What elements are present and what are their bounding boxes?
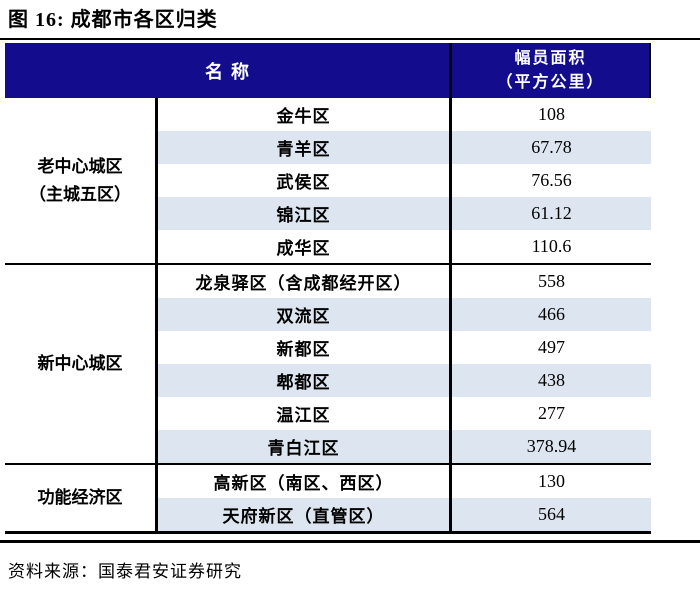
data-source-note: 资料来源：国泰君安证券研究 (8, 561, 242, 581)
district-area-cell: 564 (538, 504, 565, 524)
table-row: 金牛区 108 (158, 98, 651, 131)
table-row: 双流区 466 (158, 298, 651, 331)
header-area-line1: 幅员面积 (514, 49, 587, 67)
district-area-cell: 497 (538, 337, 565, 357)
district-area-cell: 67.78 (531, 137, 572, 157)
group-old-center: 老中心城区 （主城五区） 金牛区 108 青羊区 67.78 武侯区 76.56… (5, 98, 651, 263)
table-row: 郫都区 438 (158, 364, 651, 397)
table-row: 锦江区 61.12 (158, 197, 651, 230)
district-area-cell: 466 (538, 304, 565, 324)
district-table: 名称 幅员面积 （平方公里） 老中心城区 （主城五区） 金牛区 108 青羊区 … (5, 43, 651, 534)
group-rows: 龙泉驿区（含成都经开区） 558 双流区 466 新都区 497 郫都区 438… (158, 265, 651, 463)
district-name-cell: 龙泉驿区（含成都经开区） (158, 265, 452, 298)
district-area-cell: 130 (538, 471, 565, 491)
district-area-cell: 558 (538, 271, 565, 291)
title-underline-rule (0, 38, 700, 40)
table-row: 新都区 497 (158, 331, 651, 364)
group-label-line: 功能经济区 (37, 488, 123, 508)
table-row: 青白江区 378.94 (158, 430, 651, 463)
district-area-cell: 108 (538, 104, 565, 124)
district-name-cell: 青白江区 (158, 430, 452, 463)
table-row: 龙泉驿区（含成都经开区） 558 (158, 265, 651, 298)
table-row: 温江区 277 (158, 397, 651, 430)
district-area-cell: 277 (538, 403, 565, 423)
district-area-cell: 76.56 (531, 170, 572, 190)
group-rows: 高新区（南区、西区） 130 天府新区（直管区） 564 (158, 465, 651, 531)
district-name-cell: 温江区 (158, 397, 452, 430)
group-label-functional-economic: 功能经济区 (5, 465, 158, 531)
group-functional-economic: 功能经济区 高新区（南区、西区） 130 天府新区（直管区） 564 (5, 463, 651, 531)
group-label-old-center: 老中心城区 （主城五区） (5, 98, 158, 263)
table-row: 青羊区 67.78 (158, 131, 651, 164)
district-name-cell: 天府新区（直管区） (158, 498, 452, 531)
district-name-cell: 锦江区 (158, 197, 452, 230)
group-label-new-center: 新中心城区 (5, 265, 158, 463)
district-name-cell: 郫都区 (158, 364, 452, 397)
table-row: 成华区 110.6 (158, 230, 651, 263)
group-label-line: 新中心城区 (37, 354, 123, 374)
table-bottom-rule (0, 540, 700, 543)
header-area-column: 幅员面积 （平方公里） (452, 43, 651, 98)
district-area-cell: 61.12 (531, 203, 572, 223)
group-label-line: 老中心城区 (37, 157, 123, 177)
table-header-row: 名称 幅员面积 （平方公里） (5, 43, 651, 98)
header-name-column: 名称 (5, 43, 452, 98)
group-new-center: 新中心城区 龙泉驿区（含成都经开区） 558 双流区 466 新都区 497 郫… (5, 263, 651, 463)
district-name-cell: 成华区 (158, 230, 452, 263)
group-label-line: （主城五区） (29, 184, 131, 204)
district-name-cell: 高新区（南区、西区） (158, 465, 452, 498)
district-name-cell: 武侯区 (158, 164, 452, 197)
table-row: 天府新区（直管区） 564 (158, 498, 651, 531)
district-area-cell: 110.6 (531, 236, 572, 256)
table-row: 武侯区 76.56 (158, 164, 651, 197)
district-name-cell: 金牛区 (158, 98, 452, 131)
district-name-cell: 青羊区 (158, 131, 452, 164)
header-area-line2: （平方公里） (496, 73, 605, 91)
table-row: 高新区（南区、西区） 130 (158, 465, 651, 498)
district-name-cell: 双流区 (158, 298, 452, 331)
district-name-cell: 新都区 (158, 331, 452, 364)
district-area-cell: 378.94 (526, 436, 577, 456)
group-rows: 金牛区 108 青羊区 67.78 武侯区 76.56 锦江区 61.12 成华… (158, 98, 651, 263)
district-area-cell: 438 (538, 370, 565, 390)
figure-title: 图 16: 成都市各区归类 (8, 9, 218, 31)
